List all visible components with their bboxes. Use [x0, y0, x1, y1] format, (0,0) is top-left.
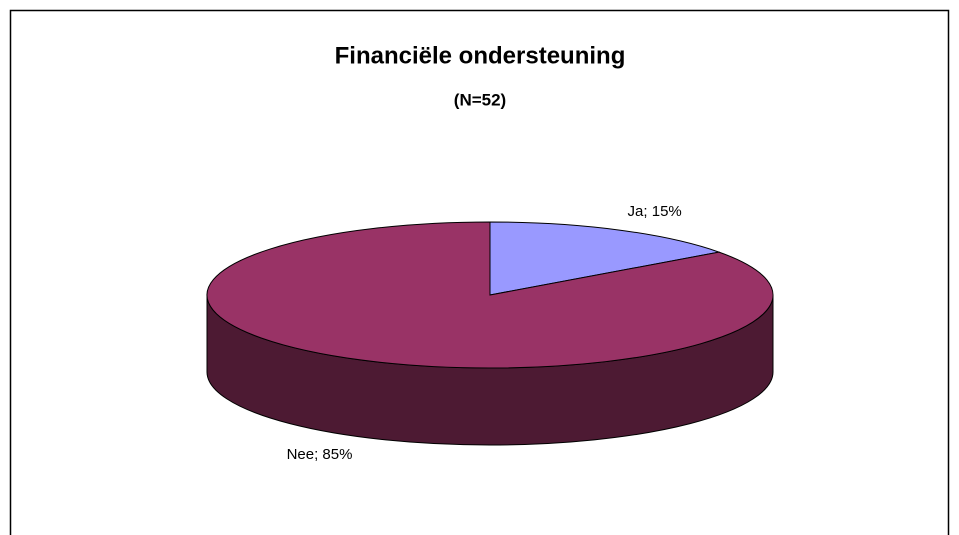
pie-slice	[489, 221, 721, 296]
chart-title: Financiële ondersteuning	[335, 42, 626, 69]
data-label: Nee; 85%	[287, 446, 353, 463]
chart-subtitle: (N=52)	[454, 90, 506, 109]
pie-slice	[206, 221, 774, 369]
data-label: Ja; 15%	[628, 203, 682, 220]
chart-frame	[9, 9, 950, 535]
